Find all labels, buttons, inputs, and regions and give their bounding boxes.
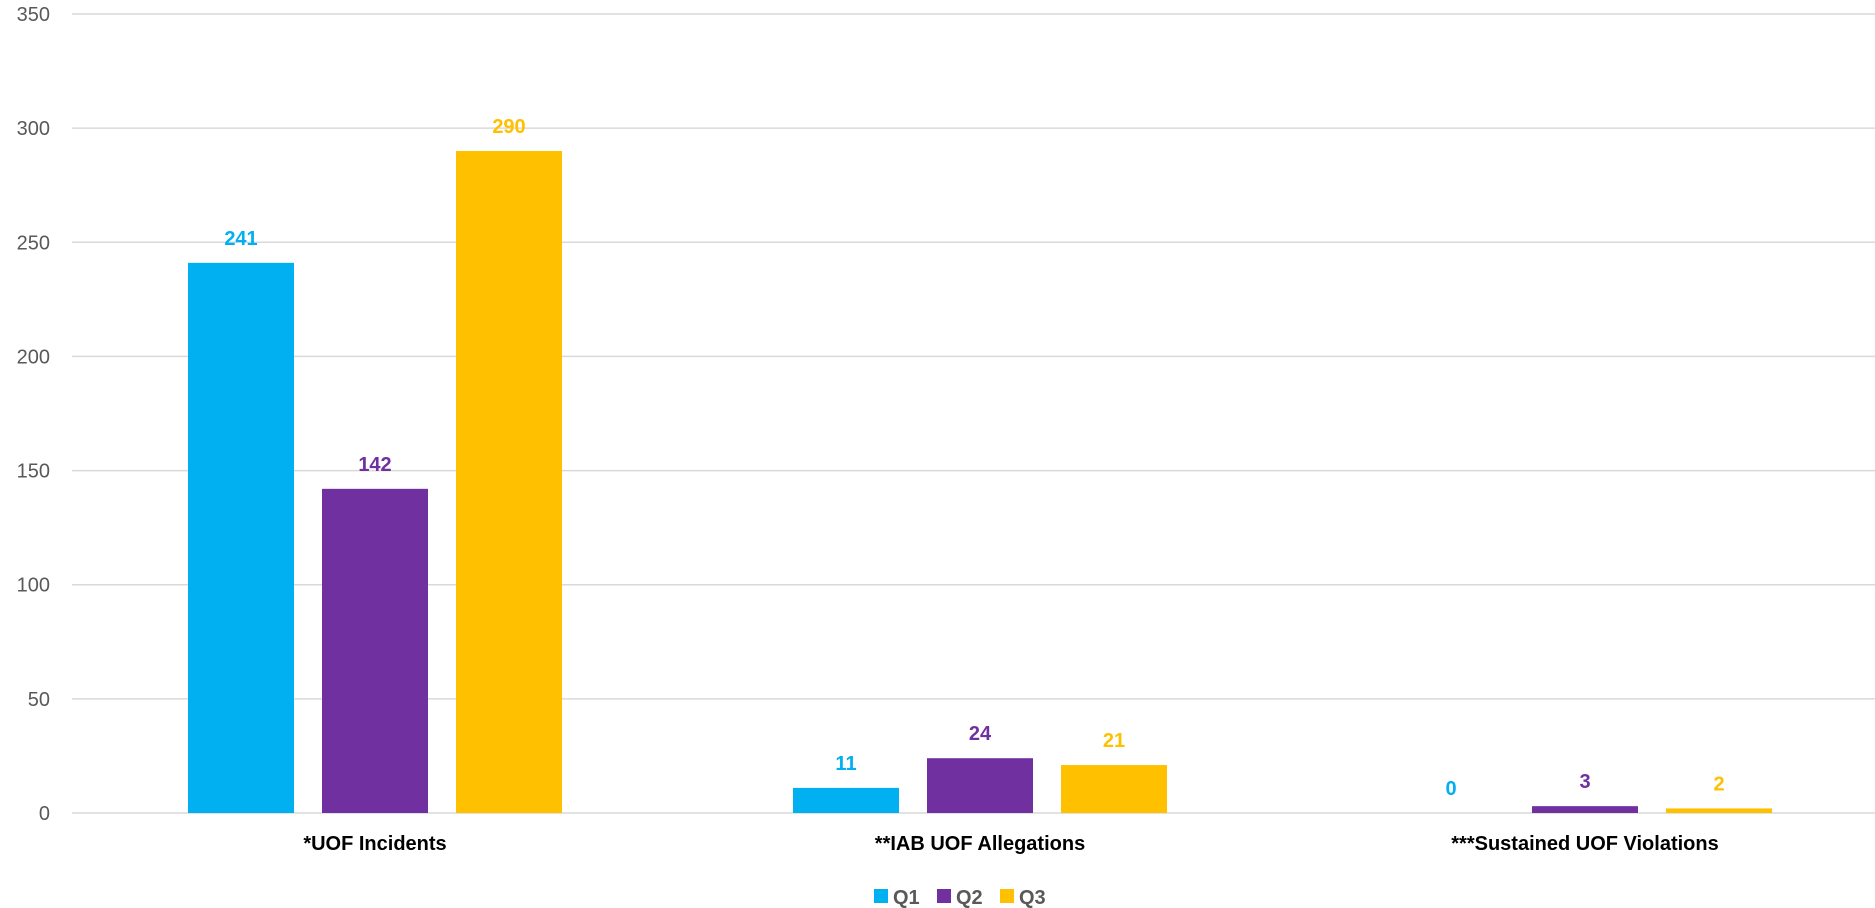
- legend-swatch: [937, 889, 951, 903]
- data-label-q1-2: 11: [835, 753, 856, 775]
- data-label-q3-3: 2: [1713, 773, 1724, 795]
- bar-q2-1: [322, 488, 428, 813]
- legend-item-q2: Q2: [937, 887, 983, 908]
- data-label-q2-2: 24: [969, 723, 992, 745]
- bars: [188, 150, 1772, 813]
- category-label: ***Sustained UOF Violations: [1451, 833, 1718, 855]
- legend-label: Q3: [1019, 887, 1046, 908]
- legend-swatch: [874, 889, 888, 903]
- y-tick-label: 350: [17, 4, 50, 26]
- y-tick-label: 0: [39, 803, 50, 825]
- data-label-q3-2: 21: [1103, 730, 1125, 752]
- legend-item-q3: Q3: [1000, 887, 1046, 908]
- category-label: **IAB UOF Allegations: [875, 833, 1085, 855]
- legend-item-q1: Q1: [874, 887, 920, 908]
- y-tick-label: 200: [17, 346, 50, 368]
- legend: Q1 Q2 Q3: [874, 887, 1046, 908]
- data-label-q3-1: 290: [492, 116, 525, 138]
- data-label-q2-3: 3: [1579, 771, 1590, 793]
- legend-swatch: [1000, 889, 1014, 903]
- bar-q1-2: [793, 787, 899, 813]
- legend-label: Q1: [893, 887, 920, 908]
- bar-q3-1: [456, 150, 562, 813]
- data-label-q2-1: 142: [358, 454, 391, 476]
- y-axis-tick-labels: 0 50 100 150 200 250 300 350: [17, 4, 50, 825]
- bar-q2-3: [1532, 806, 1638, 813]
- bar-q3-3: [1666, 808, 1772, 813]
- y-tick-label: 250: [17, 232, 50, 254]
- bar-q1-1: [188, 262, 294, 813]
- x-axis-category-labels: *UOF Incidents **IAB UOF Allegations ***Su…: [303, 833, 1718, 855]
- bar-q3-2: [1061, 765, 1167, 813]
- data-labels: 241 142 290 11 24 21 0 3 2: [224, 116, 1724, 800]
- data-label-q1-1: 241: [224, 228, 257, 250]
- data-label-q1-3: 0: [1445, 778, 1456, 800]
- category-label: *UOF Incidents: [303, 833, 446, 855]
- y-tick-label: 300: [17, 118, 50, 140]
- y-tick-label: 150: [17, 461, 50, 483]
- legend-label: Q2: [956, 887, 983, 908]
- y-tick-label: 100: [17, 575, 50, 597]
- bar-q2-2: [927, 758, 1033, 813]
- y-tick-label: 50: [28, 689, 50, 711]
